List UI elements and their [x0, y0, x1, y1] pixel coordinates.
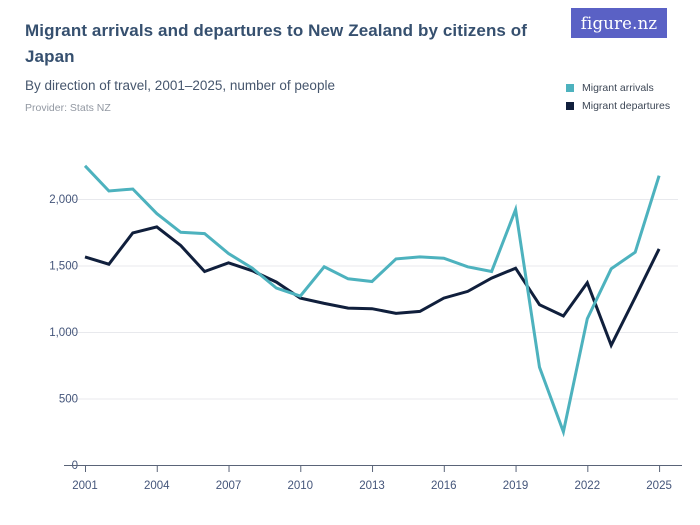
x-tick-label: 2001 [72, 480, 98, 492]
y-tick-label: 1,000 [49, 327, 78, 339]
departures-swatch-icon [566, 102, 574, 110]
y-tick-label: 2,000 [49, 194, 78, 206]
legend-item-departures: Migrant departures [566, 100, 670, 112]
x-tick-label: 2010 [287, 480, 313, 492]
page-title: Migrant arrivals and departures to New Z… [25, 21, 528, 66]
x-tick-label: 2022 [575, 480, 601, 492]
figurenz-logo[interactable]: figure.nz [571, 8, 667, 38]
arrivals-series-line [83, 164, 661, 438]
figurenz-logo-text: figure.nz [580, 13, 658, 33]
chart-legend: Migrant arrivals Migrant departures [566, 82, 670, 118]
x-tick-label: 2004 [144, 480, 170, 492]
legend-label-arrivals: Migrant arrivals [582, 82, 654, 94]
x-tick-label: 2019 [503, 480, 529, 492]
chart-header: Migrant arrivals and departures to New Z… [25, 18, 573, 114]
x-tick-label: 2007 [216, 480, 242, 492]
legend-item-arrivals: Migrant arrivals [566, 82, 670, 94]
departures-series-line [84, 225, 661, 350]
x-tick-label: 2016 [431, 480, 457, 492]
provider-credit: Provider: Stats NZ [25, 102, 111, 114]
x-tick-label: 2013 [359, 480, 385, 492]
arrivals-swatch-icon [566, 84, 574, 92]
y-tick-label: 500 [59, 394, 78, 406]
x-tick-label: 2025 [646, 480, 672, 492]
chart-subtitle: By direction of travel, 2001–2025, numbe… [25, 78, 335, 93]
legend-label-departures: Migrant departures [582, 100, 671, 112]
y-tick-label: 1,500 [49, 261, 78, 273]
